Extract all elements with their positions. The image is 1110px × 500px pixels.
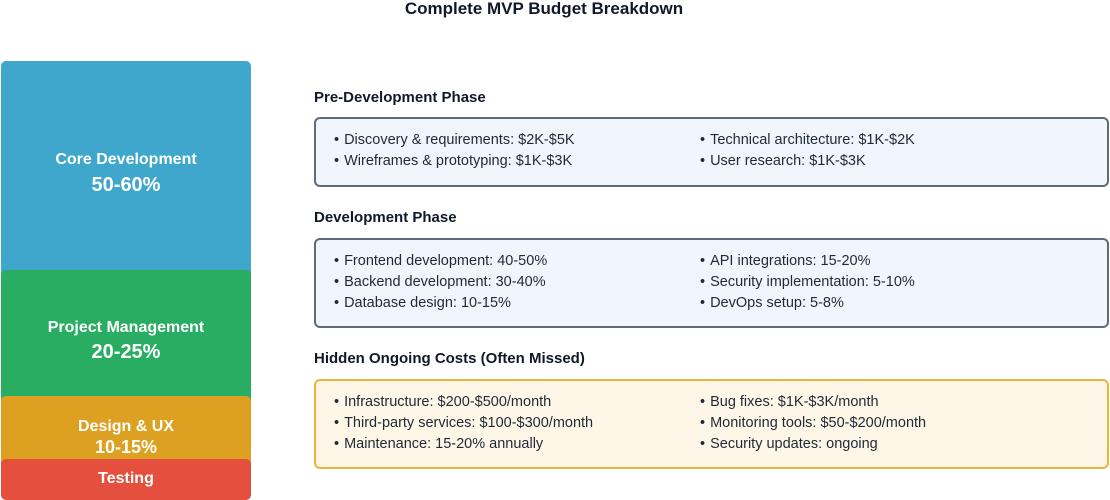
development-heading: Development Phase: [314, 209, 457, 226]
hidden-costs-panel: Infrastructure: $200-$500/month Third-pa…: [314, 379, 1109, 469]
development-list-left: Frontend development: 40-50% Backend dev…: [334, 251, 547, 314]
hidden-costs-list-right: Bug fixes: $1K-$3K/month Monitoring tool…: [700, 392, 926, 455]
list-item: API integrations: 15-20%: [700, 251, 915, 272]
pre-development-list-left: Discovery & requirements: $2K-$5K Wirefr…: [334, 130, 575, 172]
block-core-development: Core Development 50-60%: [1, 61, 251, 299]
list-item: Frontend development: 40-50%: [334, 251, 547, 272]
block-project-management-label: Project Management: [47, 319, 205, 336]
block-project-management-value: 20-25%: [91, 341, 161, 363]
block-design-ux-value: 10-15%: [94, 437, 158, 457]
list-item: Third-party services: $100-$300/month: [334, 413, 593, 434]
block-testing-label: Testing: [98, 470, 154, 487]
diagram-title: Complete MVP Budget Breakdown: [404, 0, 684, 18]
list-item: Security updates: ongoing: [700, 434, 926, 455]
list-item: Security implementation: 5-10%: [700, 272, 915, 293]
list-item: Discovery & requirements: $2K-$5K: [334, 130, 575, 151]
hidden-costs-heading: Hidden Ongoing Costs (Often Missed): [314, 350, 585, 367]
list-item: Bug fixes: $1K-$3K/month: [700, 392, 926, 413]
development-list-right: API integrations: 15-20% Security implem…: [700, 251, 915, 314]
list-item: DevOps setup: 5-8%: [700, 293, 915, 314]
list-item: Infrastructure: $200-$500/month: [334, 392, 593, 413]
list-item: Backend development: 30-40%: [334, 272, 547, 293]
block-core-development-value: 50-60%: [91, 174, 161, 196]
list-item: Database design: 10-15%: [334, 293, 547, 314]
block-testing: Testing: [1, 459, 251, 500]
block-design-ux-label: Design & UX: [77, 418, 174, 435]
hidden-costs-list-left: Infrastructure: $200-$500/month Third-pa…: [334, 392, 593, 455]
list-item: Technical architecture: $1K-$2K: [700, 130, 915, 151]
development-panel: Frontend development: 40-50% Backend dev…: [314, 238, 1109, 328]
block-core-development-label: Core Development: [55, 151, 197, 168]
pre-development-heading: Pre-Development Phase: [314, 89, 486, 106]
list-item: Wireframes & prototyping: $1K-$3K: [334, 151, 575, 172]
list-item: User research: $1K-$3K: [700, 151, 915, 172]
pre-development-list-right: Technical architecture: $1K-$2K User res…: [700, 130, 915, 172]
list-item: Maintenance: 15-20% annually: [334, 434, 593, 455]
list-item: Monitoring tools: $50-$200/month: [700, 413, 926, 434]
pre-development-panel: Discovery & requirements: $2K-$5K Wirefr…: [314, 117, 1109, 187]
